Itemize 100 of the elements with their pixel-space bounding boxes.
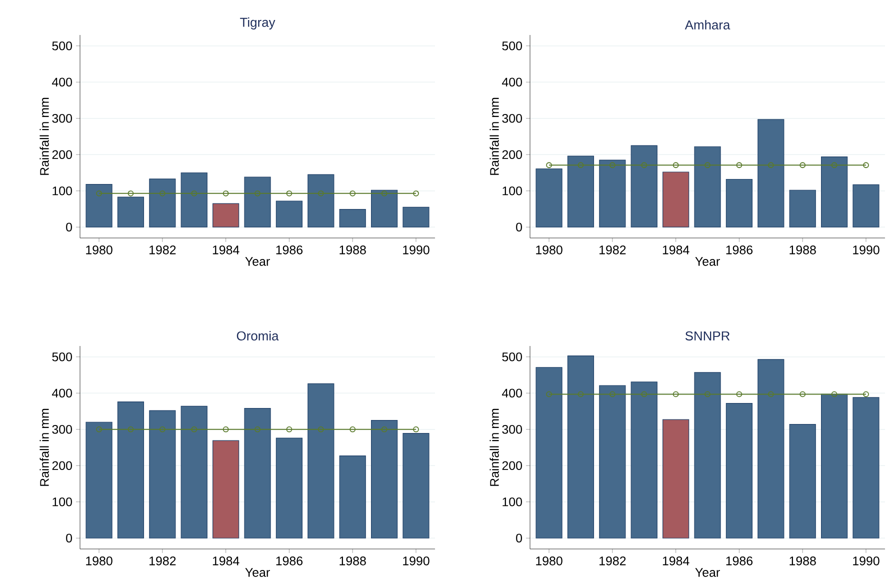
bar	[117, 196, 144, 228]
x-tick-label: 1984	[212, 556, 240, 566]
bar	[599, 385, 626, 538]
bar	[567, 156, 594, 228]
bar	[758, 119, 784, 228]
y-tick-label: 200	[502, 150, 522, 160]
bar	[599, 160, 626, 228]
bar	[371, 420, 398, 538]
bar	[276, 438, 302, 538]
bar	[662, 419, 690, 538]
x-axis-title: Year	[245, 257, 270, 266]
x-tick-label: 1990	[403, 556, 430, 566]
x-tick-label: 1980	[536, 246, 562, 254]
x-tick-label: 1986	[276, 246, 302, 254]
x-tick-label: 1982	[150, 246, 176, 254]
bar	[180, 406, 208, 538]
y-tick-label: 300	[52, 424, 72, 434]
bar	[339, 209, 366, 228]
bar	[402, 433, 430, 538]
x-tick-label: 1986	[726, 246, 752, 254]
bar	[726, 402, 753, 538]
bar	[276, 200, 302, 228]
x-tick-label: 1980	[86, 246, 112, 254]
bar	[86, 422, 112, 538]
y-tick-label: 0	[516, 222, 522, 232]
bar	[536, 168, 562, 228]
bar	[212, 440, 240, 538]
y-tick-label: 100	[52, 186, 72, 196]
bar	[86, 184, 112, 228]
y-tick-label: 400	[502, 388, 522, 398]
x-tick-label: 1984	[662, 246, 690, 254]
bar	[630, 382, 658, 538]
x-tick-label: 1986	[726, 556, 752, 566]
y-tick-label: 200	[502, 461, 522, 470]
y-axis-title: Rainfall in mm	[490, 408, 499, 486]
bar	[694, 372, 721, 538]
x-tick-label: 1988	[340, 556, 366, 566]
chart-title: Oromia	[236, 330, 279, 340]
y-tick-label: 500	[52, 41, 72, 50]
bar	[821, 156, 848, 228]
y-tick-label: 500	[502, 352, 522, 362]
bar	[789, 424, 816, 538]
y-tick-label: 0	[516, 534, 522, 543]
bar	[371, 190, 398, 228]
y-tick-label: 400	[502, 78, 522, 87]
bar	[630, 145, 658, 228]
x-tick-label: 1990	[403, 246, 430, 254]
y-tick-label: 100	[502, 186, 522, 196]
y-tick-label: 200	[52, 150, 72, 160]
chart-title: Tigray	[240, 17, 276, 30]
y-tick-label: 400	[52, 388, 72, 398]
x-tick-label: 1984	[212, 246, 240, 254]
bar	[821, 394, 848, 538]
x-tick-label: 1990	[853, 556, 880, 566]
bar	[180, 172, 208, 228]
bar	[694, 146, 721, 228]
bar	[726, 178, 753, 228]
x-tick-label: 1988	[790, 246, 816, 254]
bar	[149, 410, 176, 538]
y-tick-label: 200	[52, 461, 72, 470]
x-axis-title: Year	[695, 568, 720, 577]
y-tick-label: 100	[52, 497, 72, 506]
bar	[308, 383, 334, 538]
bar	[662, 172, 690, 228]
y-tick-label: 100	[502, 497, 522, 506]
x-tick-label: 1984	[662, 556, 690, 566]
y-tick-label: 300	[502, 114, 522, 123]
bar	[339, 456, 366, 538]
y-tick-label: 500	[502, 41, 522, 50]
bar	[758, 359, 784, 538]
chart-title: SNNPR	[685, 331, 730, 340]
x-tick-label: 1982	[600, 556, 626, 566]
y-tick-label: 0	[66, 534, 72, 543]
bar	[567, 355, 594, 538]
bar	[536, 367, 562, 538]
bar	[852, 184, 880, 228]
bar	[117, 402, 144, 538]
x-tick-label: 1988	[340, 246, 366, 254]
y-tick-label: 500	[52, 352, 72, 362]
y-axis-title: Rainfall in mm	[490, 98, 499, 175]
y-tick-label: 300	[52, 114, 72, 123]
bar	[212, 203, 240, 228]
x-tick-label: 1982	[150, 556, 176, 566]
bar	[789, 190, 816, 228]
y-axis-title: Rainfall in mm	[40, 408, 49, 486]
bar	[244, 176, 271, 228]
bar	[308, 174, 334, 228]
y-tick-label: 0	[66, 222, 72, 232]
y-axis-title: Rainfall in mm	[40, 98, 49, 175]
x-tick-label: 1980	[86, 556, 112, 566]
x-axis-title: Year	[695, 257, 720, 266]
x-tick-label: 1986	[276, 556, 302, 566]
x-tick-label: 1980	[536, 556, 562, 566]
bar	[244, 408, 271, 538]
bar	[149, 178, 176, 228]
x-tick-label: 1990	[853, 246, 880, 254]
y-tick-label: 300	[502, 424, 522, 434]
bar	[852, 397, 880, 538]
bar	[402, 206, 430, 228]
chart-title: Amhara	[684, 20, 730, 30]
